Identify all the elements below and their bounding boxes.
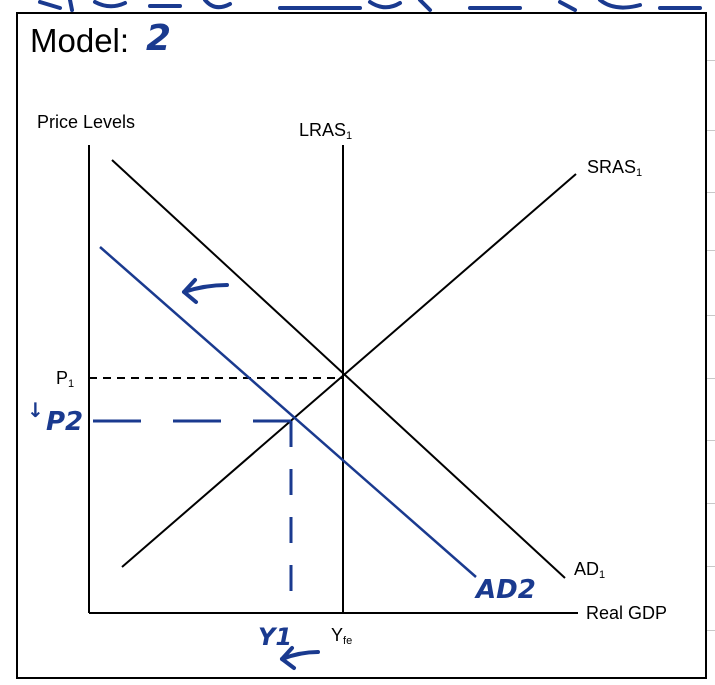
- right-edge-ticks: [707, 0, 715, 685]
- ad2-label: AD2: [476, 575, 536, 605]
- left-arrow-icon: [182, 278, 229, 304]
- diagram-frame: [16, 12, 707, 679]
- y-axis-label: Price Levels: [37, 112, 136, 132]
- left-arrow-icon: [280, 646, 320, 670]
- sras-line: [121, 173, 577, 568]
- ad1-line: [111, 159, 566, 579]
- top-scribble: [38, 0, 702, 12]
- ad1-label: AD1: [574, 559, 606, 581]
- model-number: 2: [146, 18, 172, 59]
- down-arrow-icon: ↓: [27, 398, 44, 422]
- sras-label: SRAS1: [587, 157, 643, 179]
- y1-label: Y1: [258, 623, 293, 651]
- x-axis-label: Real GDP: [586, 603, 668, 623]
- ad2-line: [99, 246, 477, 578]
- model-label: Model:: [30, 22, 130, 59]
- p2-label: P2: [46, 407, 84, 437]
- p1-label: P1: [56, 368, 75, 390]
- lras-label: LRAS1: [299, 120, 353, 142]
- yfe-label: Yfe: [331, 625, 353, 647]
